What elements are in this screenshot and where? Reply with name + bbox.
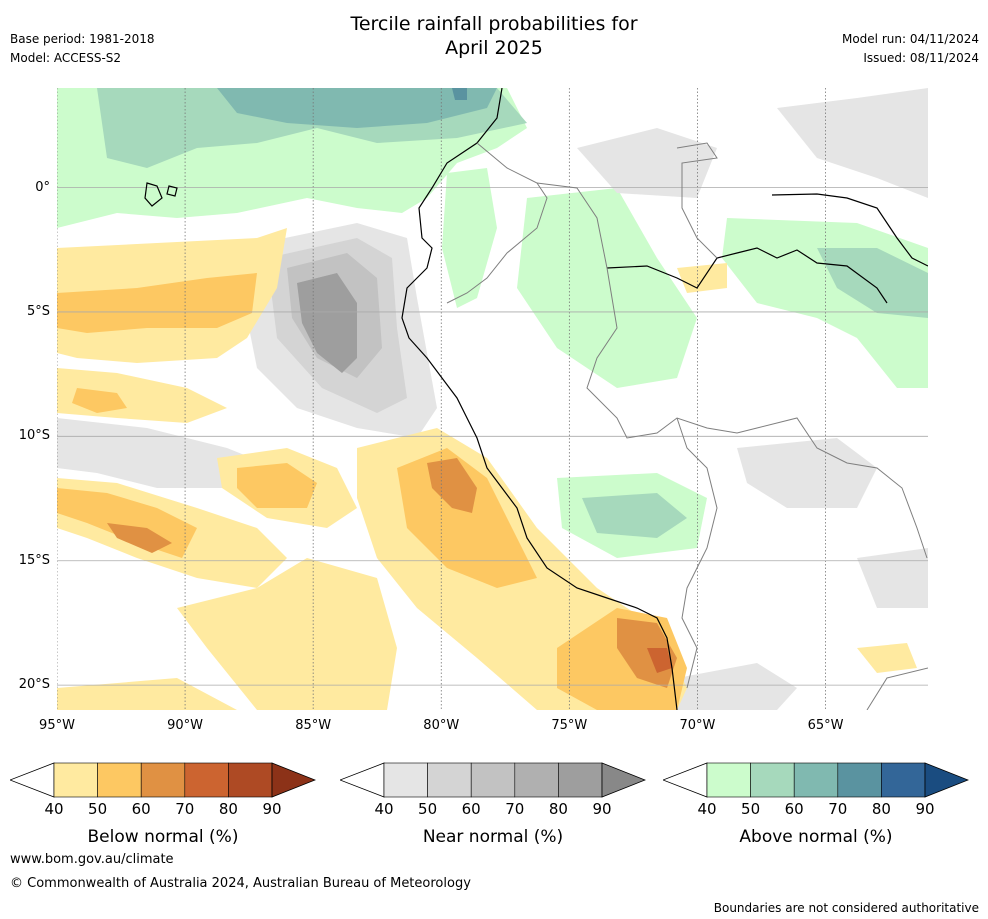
colorbar-cell [228,762,273,798]
title-line-1: Tercile rainfall probabilities for [350,13,638,35]
graticule-lines [57,88,826,710]
colorbar-tick-label: 60 [131,800,151,818]
colorbar-tick-label: 90 [592,800,612,818]
colorbar-label: Near normal (%) [422,827,564,847]
colorbar-tick-label: 80 [218,800,238,818]
colorbar-tick-label: 90 [262,800,282,818]
colorbar-cell [514,762,559,798]
parallel-lines [57,187,928,686]
colorbar-label: Below normal (%) [87,827,239,847]
latitude-tick-label: 20°S [18,677,50,693]
colorbar-tick-label: 60 [461,800,481,818]
coastline [144,88,928,710]
latitude-tick-label: 10°S [18,428,50,444]
colorbar-cell [184,762,229,798]
colorbar-tick-label: 40 [697,800,717,818]
below-normal-regions [57,228,917,710]
colorbar-over-triangle [271,762,316,798]
colorbar-label: Above normal (%) [739,827,893,847]
colorbar-cell [140,762,186,798]
colorbar-cell [837,762,882,798]
above-normal-regions [57,88,928,558]
colorbar [10,762,316,798]
colorbar-cell [97,762,142,798]
longitude-tick-label: 70°W [679,718,716,733]
colorbar [663,762,969,798]
model-name: Model: ACCESS-S2 [10,51,122,65]
base-period: Base period: 1981-2018 [10,32,155,46]
colorbar-cell [470,762,516,798]
colorbar-tick-label: 50 [88,800,108,818]
colorbar-under-triangle [663,762,708,798]
colorbar-tick-label: 40 [44,800,64,818]
colorbar-cell [706,762,751,798]
colorbar-cell [53,762,98,798]
colorbar-cell [881,762,926,798]
colorbar-tick-label: 70 [175,800,195,818]
colorbar-tick-label: 40 [374,800,394,818]
colorbar-under-triangle [340,762,385,798]
colorbar-tick-label: 50 [418,800,438,818]
colorbar-cell [383,762,428,798]
longitude-tick-label: 90°W [167,718,204,733]
colorbar-tick-label: 80 [548,800,568,818]
longitude-tick-label: 80°W [423,718,460,733]
country-borders [446,142,928,710]
colorbar [340,762,646,798]
colorbar-cell [427,762,472,798]
issued-date: Issued: 08/11/2024 [863,51,979,65]
disclaimer-text: Boundaries are not considered authoritat… [713,901,979,915]
model-run: Model run: 04/11/2024 [841,32,979,46]
colorbar-under-triangle [10,762,55,798]
colorbar-tick-label: 70 [828,800,848,818]
footer-url[interactable]: www.bom.gov.au/climate [10,852,174,867]
colorbar-tick-label: 70 [505,800,525,818]
colorbar-tick-label: 80 [871,800,891,818]
rainfall-probability-map [57,88,928,710]
colorbar-tick-label: 90 [915,800,935,818]
colorbar-tick-label: 60 [784,800,804,818]
longitude-tick-label: 85°W [295,718,332,733]
longitude-tick-label: 95°W [39,718,75,733]
colorbar-over-triangle [924,762,969,798]
colorbar-cell [558,762,603,798]
colorbar-cell [750,762,795,798]
copyright-text: © Commonwealth of Australia 2024, Austra… [10,876,471,891]
colorbar-tick-label: 50 [741,800,761,818]
colorbar-cell [793,762,839,798]
latitude-tick-label: 0° [35,179,50,195]
latitude-tick-label: 15°S [18,552,50,568]
title-line-2: April 2025 [445,37,543,59]
longitude-tick-label: 65°W [807,718,844,733]
latitude-tick-label: 5°S [26,303,50,319]
colorbar-over-triangle [601,762,646,798]
longitude-tick-label: 75°W [551,718,588,733]
